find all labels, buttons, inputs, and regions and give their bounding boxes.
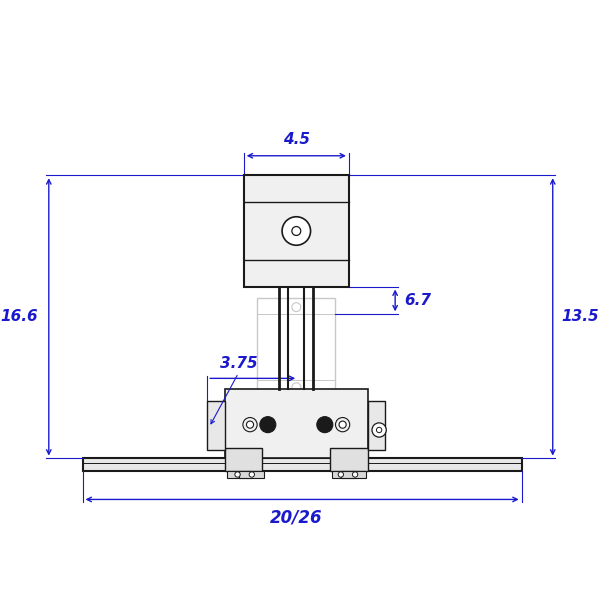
Bar <box>239 471 264 478</box>
Circle shape <box>249 472 254 477</box>
Circle shape <box>352 472 358 477</box>
Text: 6.7: 6.7 <box>404 293 431 308</box>
Circle shape <box>282 217 311 245</box>
Circle shape <box>235 472 240 477</box>
Bar <box>330 448 368 471</box>
Bar <box>332 471 357 478</box>
Circle shape <box>248 180 255 187</box>
Circle shape <box>372 423 386 437</box>
Circle shape <box>338 472 344 477</box>
Bar <box>207 401 225 449</box>
Text: 16.6: 16.6 <box>1 310 38 325</box>
Bar <box>257 298 335 396</box>
Circle shape <box>292 227 301 235</box>
Text: 3.75: 3.75 <box>220 356 257 371</box>
Circle shape <box>338 275 344 282</box>
Bar <box>244 175 349 287</box>
Bar <box>227 471 252 478</box>
Circle shape <box>338 180 344 187</box>
Circle shape <box>247 421 254 428</box>
Bar <box>225 448 262 471</box>
Bar <box>225 389 368 458</box>
Text: 20/26: 20/26 <box>270 508 323 526</box>
Circle shape <box>260 416 276 433</box>
Text: 4.5: 4.5 <box>283 132 310 147</box>
Bar <box>368 401 385 449</box>
Bar <box>341 471 366 478</box>
Bar <box>83 458 521 471</box>
Circle shape <box>317 416 333 433</box>
Text: 13.5: 13.5 <box>562 310 599 325</box>
Circle shape <box>339 421 346 428</box>
Circle shape <box>248 275 255 282</box>
Circle shape <box>376 427 382 433</box>
